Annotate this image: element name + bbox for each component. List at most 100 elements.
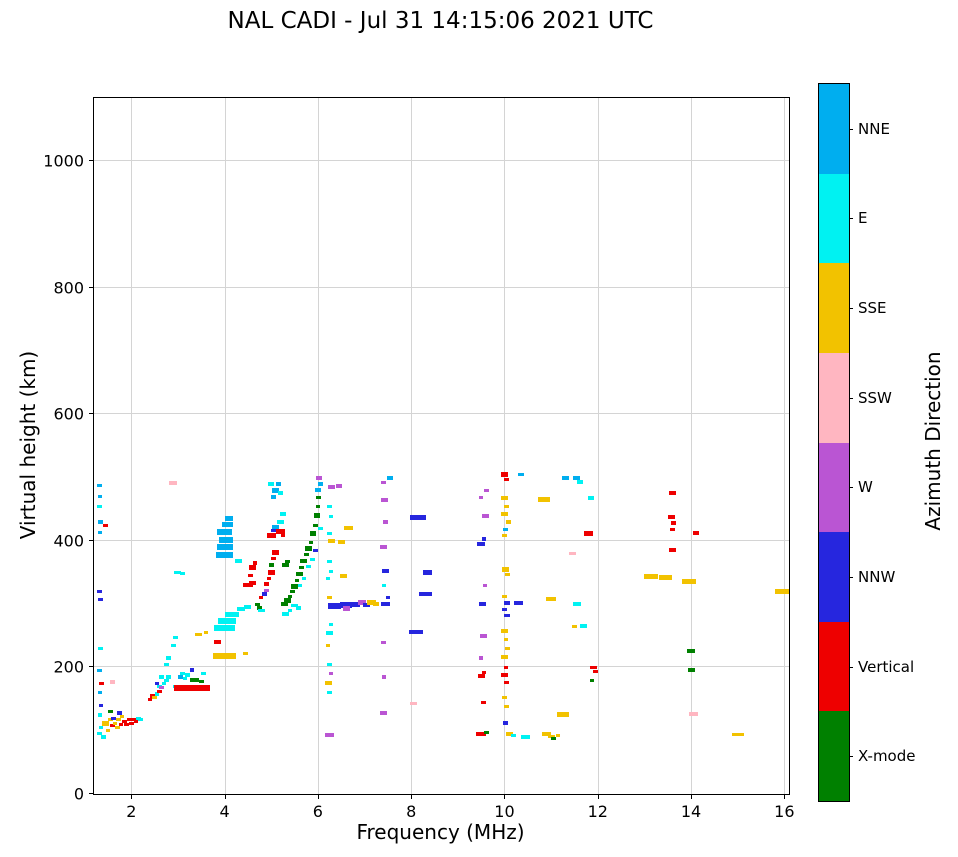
data-point xyxy=(327,531,332,535)
data-point xyxy=(110,724,115,728)
data-point xyxy=(280,512,286,517)
data-point xyxy=(692,531,699,536)
colorbar-label: NNW xyxy=(858,567,896,586)
data-point xyxy=(301,577,307,581)
data-point xyxy=(289,589,295,594)
data-point xyxy=(584,531,593,536)
data-point xyxy=(382,569,389,574)
data-point xyxy=(295,571,303,577)
x-tick-label: 4 xyxy=(219,802,230,821)
colorbar-tick xyxy=(849,576,853,578)
data-point xyxy=(124,722,129,726)
data-point xyxy=(308,540,314,544)
data-point xyxy=(385,596,391,600)
x-tick-mark xyxy=(411,794,413,799)
data-point xyxy=(481,670,487,675)
data-point xyxy=(482,583,488,587)
data-point xyxy=(221,521,234,528)
data-point xyxy=(482,513,490,518)
data-point xyxy=(98,726,104,730)
x-gridline xyxy=(411,98,413,794)
data-point xyxy=(484,488,490,492)
data-point xyxy=(504,477,510,482)
data-point xyxy=(266,533,276,539)
data-point xyxy=(271,557,276,561)
data-point xyxy=(327,504,332,508)
data-point xyxy=(336,483,342,488)
x-tick-label: 10 xyxy=(494,802,515,821)
data-point xyxy=(219,536,233,543)
y-gridline xyxy=(94,286,789,288)
data-point xyxy=(98,597,103,601)
data-point xyxy=(504,646,510,651)
data-point xyxy=(502,721,509,726)
data-point xyxy=(119,715,125,719)
data-point xyxy=(505,732,513,736)
data-point xyxy=(277,490,284,495)
plot-area: 2 4 6 8 10 12 14 16 0 200 400 600 800 1000 xyxy=(43,97,795,821)
x-tick-label: 8 xyxy=(406,802,417,821)
data-point xyxy=(154,681,160,685)
data-point xyxy=(189,678,199,683)
data-point xyxy=(373,602,379,607)
data-point xyxy=(503,638,509,642)
data-point xyxy=(688,668,696,672)
data-point xyxy=(340,601,352,608)
data-point xyxy=(266,577,272,581)
data-point xyxy=(547,734,555,739)
data-point xyxy=(107,717,113,721)
data-point xyxy=(149,694,155,698)
data-point xyxy=(503,665,509,670)
data-point xyxy=(410,701,417,706)
data-point xyxy=(504,572,510,577)
data-point xyxy=(138,717,143,721)
data-point xyxy=(327,603,341,609)
colorbar-segment-X-mode xyxy=(819,711,849,801)
data-point xyxy=(504,613,511,618)
data-point xyxy=(161,681,167,685)
data-point xyxy=(297,583,303,587)
data-point xyxy=(340,573,348,578)
data-point xyxy=(98,520,103,524)
colorbar-segment-SSE xyxy=(819,263,849,353)
data-point xyxy=(593,670,598,674)
y-tick-label: 400 xyxy=(53,531,84,551)
y-gridline xyxy=(94,666,789,668)
data-point xyxy=(242,651,249,656)
data-point xyxy=(264,588,269,592)
data-point xyxy=(159,686,164,690)
data-point xyxy=(189,668,195,672)
data-point xyxy=(316,475,322,480)
y-tick-mark xyxy=(89,793,94,794)
data-point xyxy=(287,608,293,613)
data-point xyxy=(327,691,332,695)
data-point xyxy=(317,482,323,486)
data-point xyxy=(380,497,388,502)
data-point xyxy=(313,548,318,552)
data-point xyxy=(476,731,486,737)
data-point xyxy=(118,722,124,726)
x-gridline xyxy=(597,98,599,794)
data-point xyxy=(555,733,561,737)
x-tick-mark xyxy=(317,794,319,799)
data-point xyxy=(326,630,334,635)
colorbar-label: SSW xyxy=(858,388,892,407)
colorbar-label: SSE xyxy=(858,299,887,318)
data-point xyxy=(166,656,171,660)
data-point xyxy=(114,726,120,730)
data-point xyxy=(126,717,132,721)
data-point xyxy=(658,575,672,580)
data-point xyxy=(325,733,334,738)
data-point xyxy=(328,485,336,490)
data-point xyxy=(644,574,659,579)
data-point xyxy=(381,675,387,679)
data-point xyxy=(257,606,262,610)
x-gridline xyxy=(504,98,506,794)
y-tick-mark xyxy=(89,666,94,668)
colorbar-segment-E xyxy=(819,173,849,264)
data-point xyxy=(97,713,103,717)
data-point xyxy=(100,735,106,739)
data-point xyxy=(328,515,334,519)
data-point xyxy=(381,601,390,607)
